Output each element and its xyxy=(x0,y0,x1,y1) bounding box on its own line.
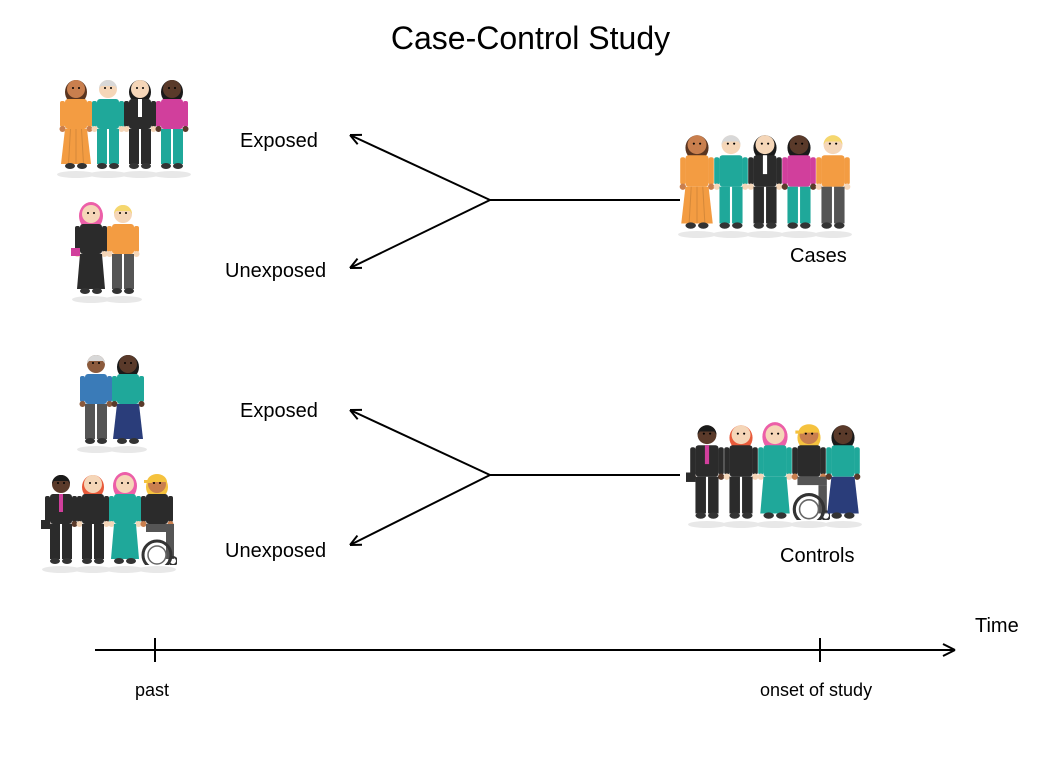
person-icon xyxy=(152,75,192,175)
person-icon xyxy=(137,470,177,570)
group-cases-unexposed xyxy=(75,200,139,300)
person-icon xyxy=(108,350,148,450)
group-cases xyxy=(680,130,850,235)
person-icon xyxy=(822,420,864,525)
person-icon xyxy=(103,200,143,300)
group-controls xyxy=(690,420,860,525)
person-icon xyxy=(812,130,854,235)
group-controls-exposed xyxy=(80,350,144,450)
group-controls-unexposed xyxy=(45,470,173,570)
group-cases-exposed xyxy=(60,75,188,175)
